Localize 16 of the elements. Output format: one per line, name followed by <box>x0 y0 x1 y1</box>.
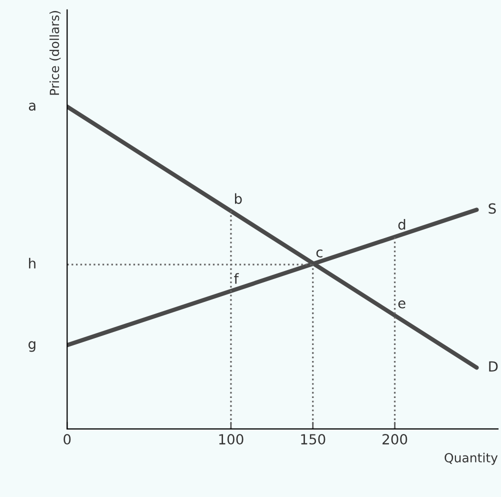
annotation: f <box>234 273 239 284</box>
x-tick-label: 200 <box>382 434 408 445</box>
annotation: b <box>235 193 242 204</box>
x-tick-label: 150 <box>301 434 326 445</box>
annotation: d <box>398 218 406 230</box>
series-label: D <box>489 361 498 372</box>
y-axis-title: Price (dollars) <box>49 11 61 95</box>
annotation: c <box>316 249 322 258</box>
annotation: h <box>29 258 36 268</box>
x-tick-label: 0 <box>64 434 71 445</box>
annotation: e <box>398 300 406 308</box>
series-label: S <box>488 203 496 214</box>
annotation: g <box>28 341 36 352</box>
x-tick-label: 100 <box>219 434 244 445</box>
annotation: a <box>28 102 36 111</box>
x-axis-title: Quantity <box>444 452 498 465</box>
